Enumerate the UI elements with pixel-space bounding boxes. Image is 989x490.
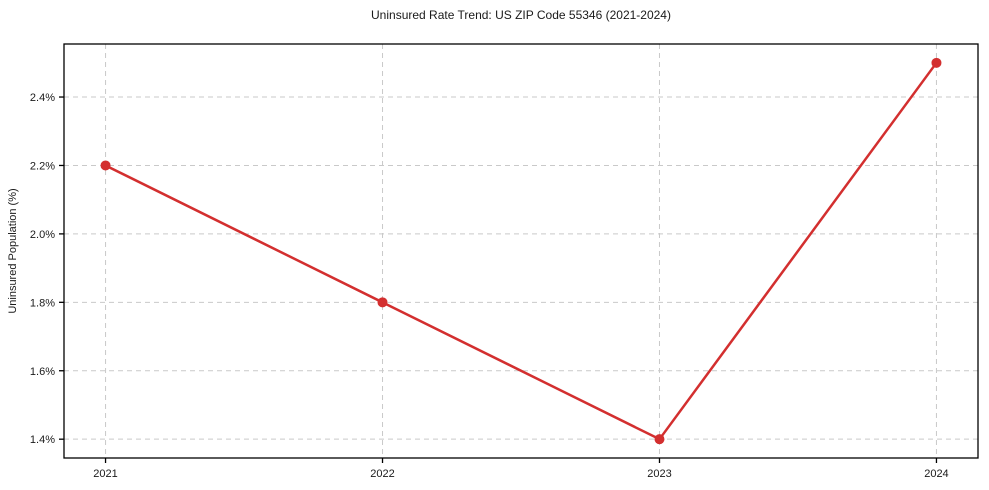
x-tick-label: 2021 <box>93 468 117 480</box>
axes-frame <box>63 43 979 459</box>
y-tick-label: 2.0% <box>30 229 55 241</box>
y-tick-label: 2.4% <box>30 92 55 104</box>
trend-line <box>104 61 938 441</box>
x-tick-label: 2024 <box>924 468 948 480</box>
x-tick-label: 2023 <box>647 468 671 480</box>
data-point-marker <box>654 434 665 445</box>
data-point-marker <box>377 297 388 308</box>
y-tick-label: 2.2% <box>30 160 55 172</box>
data-point-marker <box>100 160 111 171</box>
y-tick-label: 1.4% <box>30 434 55 446</box>
x-tick-label: 2022 <box>370 468 394 480</box>
data-point-marker <box>931 57 942 68</box>
chart-title: Uninsured Rate Trend: US ZIP Code 55346 … <box>371 8 671 22</box>
y-tick-label: 1.8% <box>30 297 55 309</box>
y-tick-label: 1.6% <box>30 366 55 378</box>
